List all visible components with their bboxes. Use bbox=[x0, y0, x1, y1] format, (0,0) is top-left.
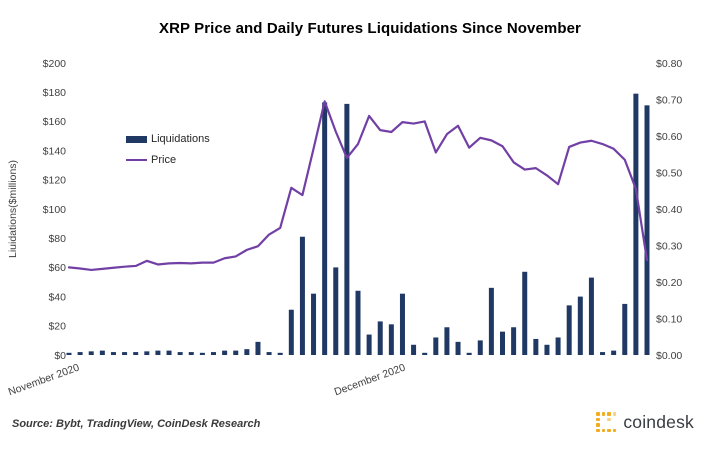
liquidation-bar bbox=[544, 344, 550, 355]
liquidation-bar bbox=[588, 277, 594, 355]
price-line bbox=[67, 100, 649, 272]
liquidation-bar bbox=[222, 350, 228, 355]
liquidation-bar bbox=[566, 305, 572, 355]
liquidation-bar bbox=[388, 324, 394, 355]
liquidation-bar bbox=[433, 337, 439, 355]
price-line-series bbox=[67, 100, 649, 272]
liquidation-bar bbox=[122, 352, 128, 355]
liquidation-bar bbox=[155, 350, 161, 355]
liquidation-bar bbox=[577, 296, 583, 355]
price-swatch-icon bbox=[126, 158, 147, 162]
liquidations-swatch-icon bbox=[126, 135, 147, 143]
right-axis-tick-label: $0.10 bbox=[656, 313, 682, 325]
liquidation-bar bbox=[477, 340, 483, 355]
liquidation-bar bbox=[255, 341, 261, 355]
liquidation-bar bbox=[110, 352, 116, 355]
liquidations-bar-series bbox=[66, 93, 650, 355]
legend-label: Price bbox=[151, 154, 177, 166]
liquidation-bar bbox=[533, 338, 539, 355]
right-axis-tick-label: $0.60 bbox=[656, 131, 682, 143]
liquidation-bar bbox=[455, 341, 461, 355]
left-axis-tick-label: $100 bbox=[43, 204, 67, 216]
x-axis-label-december: December 2020 bbox=[333, 361, 407, 398]
liquidation-bar bbox=[266, 352, 272, 355]
liquidation-bar bbox=[299, 236, 305, 355]
liquidation-bar bbox=[422, 352, 428, 355]
liquidation-bar bbox=[466, 352, 472, 355]
left-axis-tick-label: $180 bbox=[43, 87, 67, 99]
liquidation-bar bbox=[500, 331, 505, 355]
liquidation-bar bbox=[77, 352, 83, 355]
liquidation-bar bbox=[233, 350, 239, 355]
liquidation-bar bbox=[311, 293, 317, 355]
axis-tick-labels: $200 $180 $160 $140 $120 $100 $80 $60 $40 $20 $0 $0… bbox=[43, 58, 683, 362]
liquidation-bar bbox=[377, 321, 383, 355]
left-axis-tick-label: $200 bbox=[43, 58, 67, 70]
x-axis-label-november: November 2020 bbox=[7, 361, 81, 398]
liquidation-bar bbox=[411, 344, 417, 355]
right-axis-tick-label: $0.20 bbox=[656, 277, 682, 289]
left-axis-tick-label: $140 bbox=[43, 145, 67, 157]
left-axis-tick-label: $20 bbox=[48, 321, 66, 333]
right-axis-tick-label: $0.80 bbox=[656, 58, 682, 70]
right-axis-tick-label: $0.50 bbox=[656, 167, 682, 179]
liquidation-bar bbox=[611, 350, 617, 355]
liquidation-bar bbox=[144, 351, 150, 355]
right-axis-tick-label: $0.70 bbox=[656, 94, 682, 106]
liquidation-bar bbox=[399, 293, 405, 355]
liquidation-bar bbox=[622, 303, 628, 355]
liquidation-bar bbox=[511, 327, 517, 355]
left-axis-tick-label: $160 bbox=[43, 116, 67, 128]
legend-label: Liquidations bbox=[151, 133, 210, 145]
coindesk-wordmark: coindesk bbox=[623, 411, 694, 432]
coindesk-logo: coindesk bbox=[595, 411, 694, 433]
liquidation-bar bbox=[633, 93, 639, 355]
liquidation-bar bbox=[99, 350, 105, 355]
left-axis-tick-label: $120 bbox=[43, 175, 67, 187]
liquidation-bar bbox=[322, 102, 328, 355]
liquidation-bar bbox=[66, 352, 72, 355]
left-axis-tick-label: $0 bbox=[54, 350, 66, 362]
liquidation-bar bbox=[355, 290, 361, 355]
liquidation-bar bbox=[277, 352, 283, 355]
liquidation-bar bbox=[88, 351, 94, 355]
left-axis-title: Liuidations($millions) bbox=[7, 160, 19, 258]
legend-item-price: Price bbox=[126, 154, 210, 166]
liquidation-bar bbox=[199, 352, 205, 355]
liquidation-bar bbox=[244, 349, 250, 355]
chart-title: XRP Price and Daily Futures Liquidations… bbox=[159, 20, 581, 37]
liquidation-bar bbox=[488, 287, 494, 355]
liquidation-bar bbox=[555, 337, 561, 355]
right-axis-tick-label: $0.30 bbox=[656, 240, 682, 252]
liquidation-bar bbox=[522, 271, 528, 355]
liquidation-bar bbox=[444, 327, 450, 355]
liquidation-bar bbox=[188, 352, 194, 355]
legend: Liquidations Price bbox=[126, 133, 210, 166]
right-axis-tick-label: $0.00 bbox=[656, 350, 682, 362]
liquidation-bar bbox=[133, 352, 139, 355]
coindesk-dots-icon bbox=[595, 411, 617, 433]
left-axis-tick-label: $40 bbox=[48, 291, 66, 303]
right-axis-tick-label: $0.40 bbox=[656, 204, 682, 216]
source-note: Source: Bybt, TradingView, CoinDesk Rese… bbox=[12, 418, 261, 430]
legend-item-liquidations: Liquidations bbox=[126, 133, 210, 145]
liquidation-bar bbox=[288, 309, 294, 355]
left-axis-tick-label: $80 bbox=[48, 233, 66, 245]
liquidation-bar bbox=[177, 352, 183, 355]
liquidation-bar bbox=[600, 352, 606, 355]
left-axis-tick-label: $60 bbox=[48, 262, 66, 274]
liquidation-bar bbox=[211, 352, 216, 355]
liquidation-bar bbox=[366, 334, 372, 355]
liquidation-bar bbox=[333, 267, 339, 355]
liquidation-bar bbox=[344, 103, 350, 355]
liquidation-bar bbox=[166, 350, 172, 355]
liquidation-bar bbox=[644, 105, 650, 355]
